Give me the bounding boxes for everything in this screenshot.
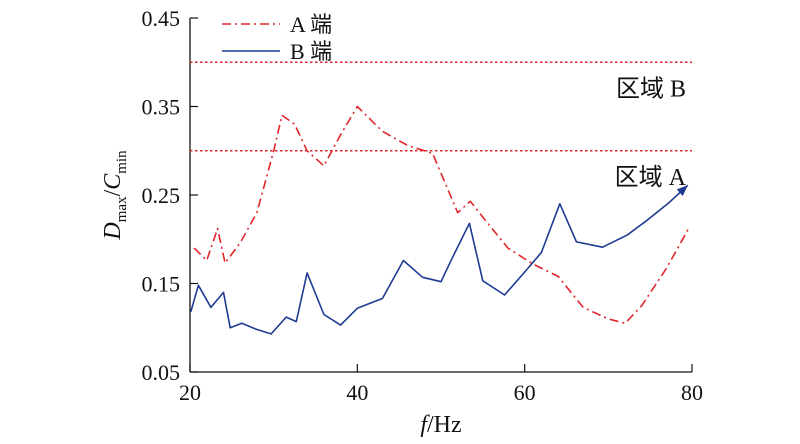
y-axis-label: Dmax/Cmin (100, 150, 130, 241)
series-arrowhead (676, 185, 688, 196)
x-axis-label: f/Hz (420, 412, 461, 438)
legend-label: B 端 (290, 39, 332, 64)
y-tick-label: 0.45 (142, 6, 181, 31)
x-tick-label: 80 (681, 380, 703, 405)
x-tick-label: 20 (179, 380, 201, 405)
y-tick-label: 0.25 (142, 183, 181, 208)
region-label: 区域 B (616, 75, 686, 102)
series-line (190, 184, 689, 335)
series-line (193, 105, 691, 325)
x-tick-label: 60 (514, 380, 536, 405)
region-label: 区域 A (615, 164, 687, 191)
y-tick-label: 0.15 (142, 272, 181, 297)
x-tick-label: 40 (346, 380, 368, 405)
y-tick-label: 0.35 (142, 95, 181, 120)
y-tick-label: 0.05 (142, 360, 181, 385)
legend-label: A 端 (290, 12, 332, 37)
